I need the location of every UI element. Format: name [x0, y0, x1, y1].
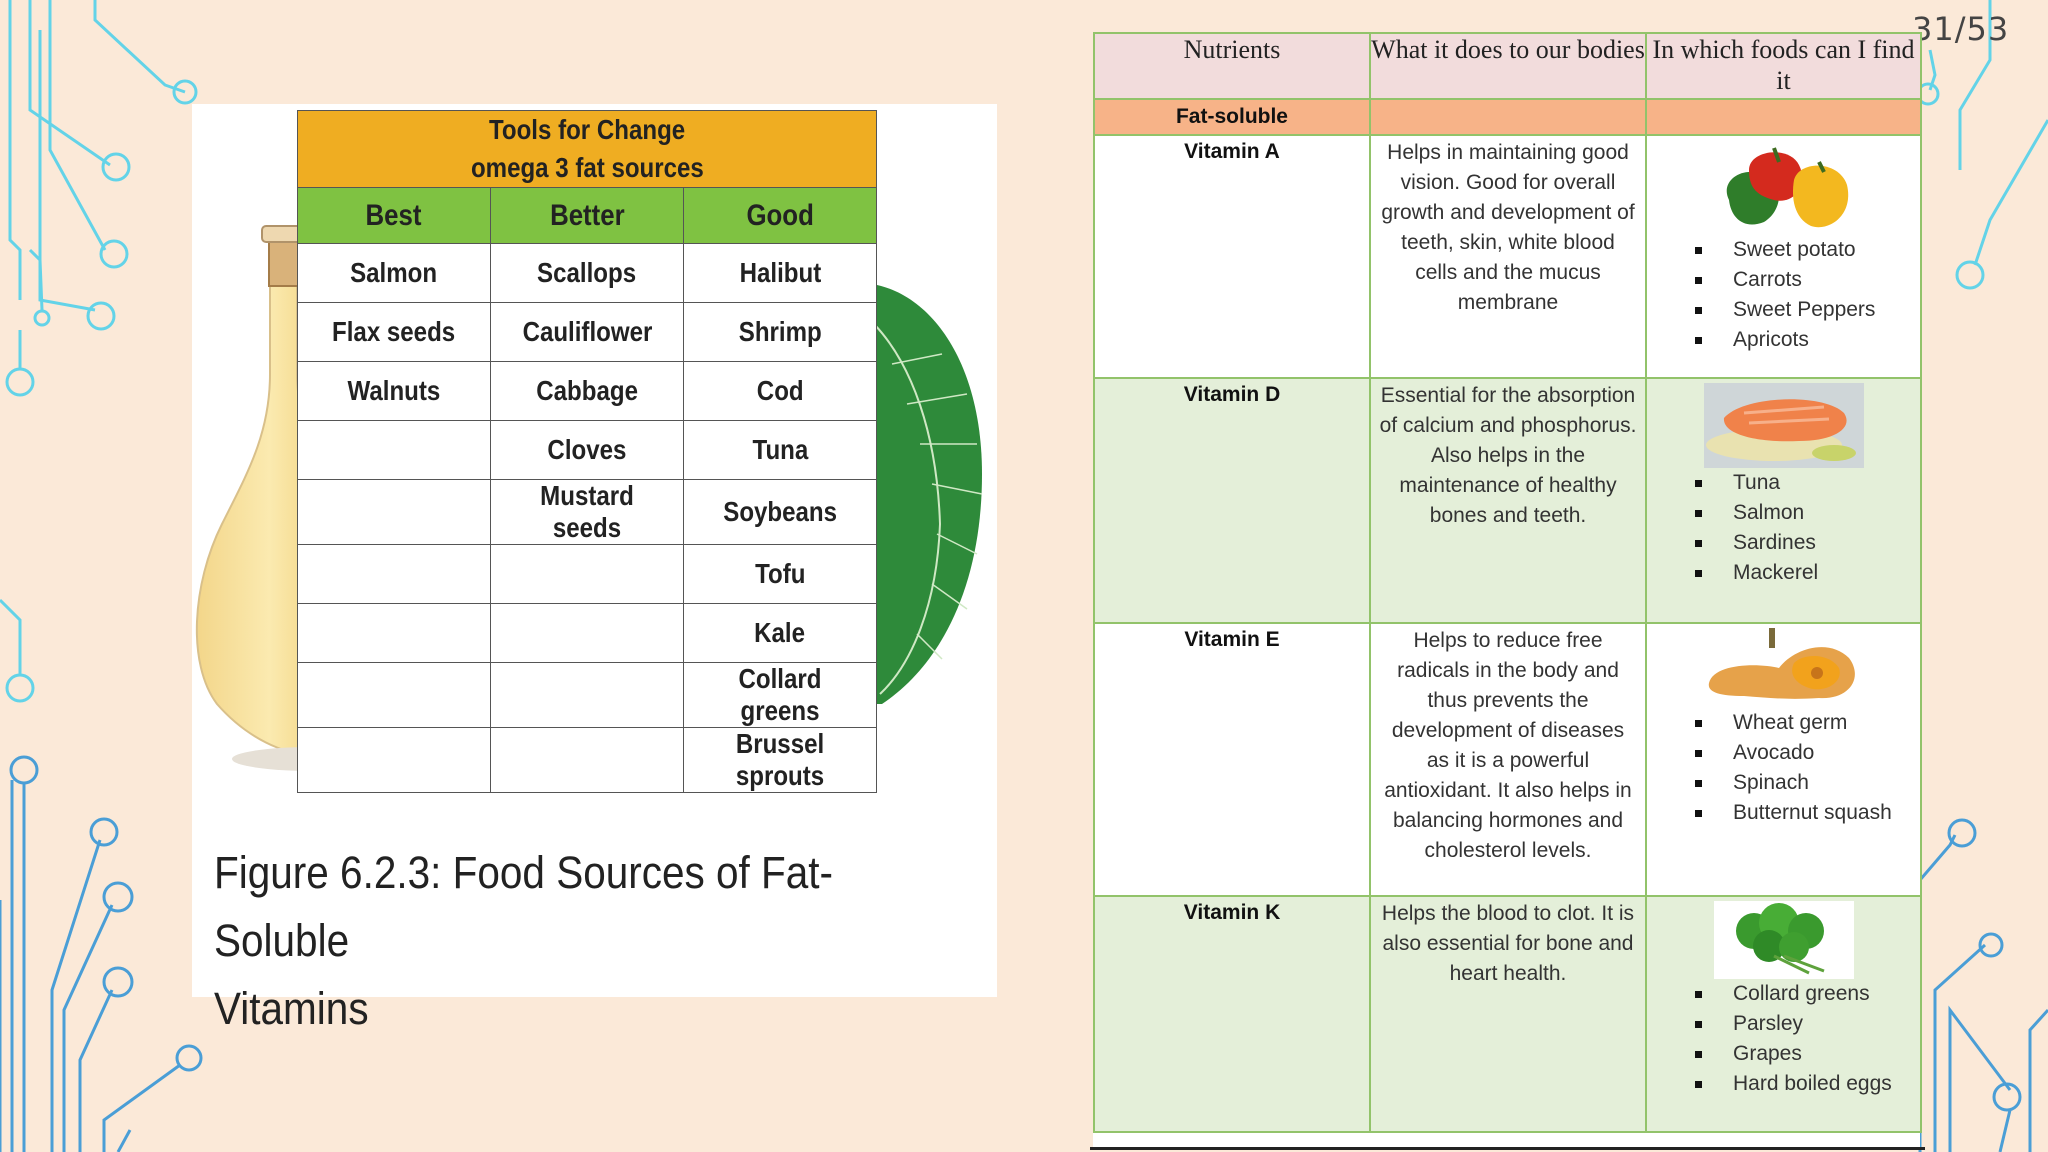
slide-page-number: 31/53	[1912, 10, 2010, 48]
list-item: Salmon	[1695, 498, 1920, 528]
category-fat-soluble: Fat-soluble	[1093, 98, 1371, 136]
table-cell: Walnuts	[297, 361, 491, 421]
table-cell	[490, 662, 684, 728]
table-row: Collard greens	[297, 662, 877, 728]
column-header-better: Better	[490, 187, 684, 244]
vitamin-name: Vitamin K	[1093, 895, 1371, 1133]
food-list: Collard greens Parsley Grapes Hard boile…	[1647, 979, 1920, 1099]
figure-caption: Figure 6.2.3: Food Sources of Fat-Solubl…	[214, 847, 834, 1034]
butternut-squash-image	[1708, 628, 1855, 699]
table-row: Tofu	[297, 544, 877, 604]
table-cell	[490, 603, 684, 663]
vitamin-foods: Collard greens Parsley Grapes Hard boile…	[1645, 895, 1922, 1133]
table-cell: Mustard seeds	[490, 479, 684, 545]
table-cell: Salmon	[297, 243, 491, 303]
vitamin-foods: Tuna Salmon Sardines Mackerel	[1645, 377, 1922, 624]
vitamin-description: Helps in maintaining good vision. Good f…	[1369, 134, 1647, 379]
table-cell: Brussel sprouts	[683, 727, 877, 793]
salmon-fillet-image	[1703, 383, 1864, 468]
list-item: Sweet potato	[1695, 235, 1920, 265]
table-cell	[297, 544, 491, 604]
list-item: Carrots	[1695, 265, 1920, 295]
table-cell	[297, 420, 491, 480]
omega3-table-title: Tools for Change omega 3 fat sources	[297, 110, 877, 188]
list-item: Wheat germ	[1695, 708, 1920, 738]
parsley-image	[1713, 901, 1854, 979]
table-cell: Cod	[683, 361, 877, 421]
list-item: Avocado	[1695, 738, 1920, 768]
table-cell	[490, 544, 684, 604]
food-list: Tuna Salmon Sardines Mackerel	[1647, 468, 1920, 588]
table-cell	[297, 662, 491, 728]
vitamin-description: Essential for the absorption of calcium …	[1369, 377, 1647, 624]
table-row: Vitamin A Helps in maintaining good visi…	[1093, 134, 1922, 379]
vitamin-name: Vitamin A	[1093, 134, 1371, 379]
table-cell: Flax seeds	[297, 302, 491, 362]
list-item: Hard boiled eggs	[1695, 1069, 1920, 1099]
column-header-good: Good	[683, 187, 877, 244]
food-list: Wheat germ Avocado Spinach Butternut squ…	[1647, 708, 1920, 828]
list-item: Grapes	[1695, 1039, 1920, 1069]
header-what-it-does: What it does to our bodies	[1369, 32, 1647, 100]
table-cell: Shrimp	[683, 302, 877, 362]
category-cell	[1645, 98, 1922, 136]
table-row: Salmon Scallops Halibut	[297, 243, 877, 303]
omega3-figure: Tools for Change omega 3 fat sources Bes…	[192, 104, 997, 1034]
table-cell	[297, 727, 491, 793]
list-item: Collard greens	[1695, 979, 1920, 1009]
table-cell: Soybeans	[683, 479, 877, 545]
list-item: Spinach	[1695, 768, 1920, 798]
bell-peppers-image	[1726, 147, 1848, 228]
list-item: Mackerel	[1695, 558, 1920, 588]
vitamin-description: Helps the blood to clot. It is also esse…	[1369, 895, 1647, 1133]
table-row: Walnuts Cabbage Cod	[297, 361, 877, 421]
table-row: Vitamin E Helps to reduce free radicals …	[1093, 622, 1922, 897]
table-cell: Tuna	[683, 420, 877, 480]
header-foods: In which foods can I find it	[1645, 32, 1922, 100]
list-item: Sardines	[1695, 528, 1920, 558]
table-cell: Cabbage	[490, 361, 684, 421]
category-cell	[1369, 98, 1647, 136]
table-cell	[490, 727, 684, 793]
table-row: Kale	[297, 603, 877, 663]
table-cell: Kale	[683, 603, 877, 663]
table-row: Flax seeds Cauliflower Shrimp	[297, 302, 877, 362]
table-row: Brussel sprouts	[297, 727, 877, 793]
vitamin-description: Helps to reduce free radicals in the bod…	[1369, 622, 1647, 897]
list-item: Parsley	[1695, 1009, 1920, 1039]
omega3-sources-table: Tools for Change omega 3 fat sources Bes…	[297, 110, 877, 793]
list-item: Butternut squash	[1695, 798, 1920, 828]
header-nutrients: Nutrients	[1093, 32, 1371, 100]
table-bottom-rule	[1090, 1147, 1925, 1150]
table-cell	[297, 479, 491, 545]
list-item: Sweet Peppers	[1695, 295, 1920, 325]
list-item: Apricots	[1695, 325, 1920, 355]
table-cell	[297, 603, 491, 663]
vitamin-foods: Sweet potato Carrots Sweet Peppers Apric…	[1645, 134, 1922, 379]
table-row: Cloves Tuna	[297, 420, 877, 480]
list-item: Tuna	[1695, 468, 1920, 498]
nutrient-table-panel: Nutrients What it does to our bodies In …	[1093, 32, 1922, 1150]
table-cell: Collard greens	[683, 662, 877, 728]
fat-soluble-vitamins-table: Nutrients What it does to our bodies In …	[1093, 32, 1922, 1133]
table-cell: Tofu	[683, 544, 877, 604]
vitamin-name: Vitamin E	[1093, 622, 1371, 897]
table-cell: Halibut	[683, 243, 877, 303]
table-row: Vitamin K Helps the blood to clot. It is…	[1093, 895, 1922, 1133]
table-row: Vitamin D Essential for the absorption o…	[1093, 377, 1922, 624]
table-cell: Cauliflower	[490, 302, 684, 362]
food-list: Sweet potato Carrots Sweet Peppers Apric…	[1647, 235, 1920, 355]
table-cell: Cloves	[490, 420, 684, 480]
column-header-best: Best	[297, 187, 491, 244]
vitamin-name: Vitamin D	[1093, 377, 1371, 624]
vitamin-foods: Wheat germ Avocado Spinach Butternut squ…	[1645, 622, 1922, 897]
table-row: Mustard seeds Soybeans	[297, 479, 877, 545]
table-cell: Scallops	[490, 243, 684, 303]
